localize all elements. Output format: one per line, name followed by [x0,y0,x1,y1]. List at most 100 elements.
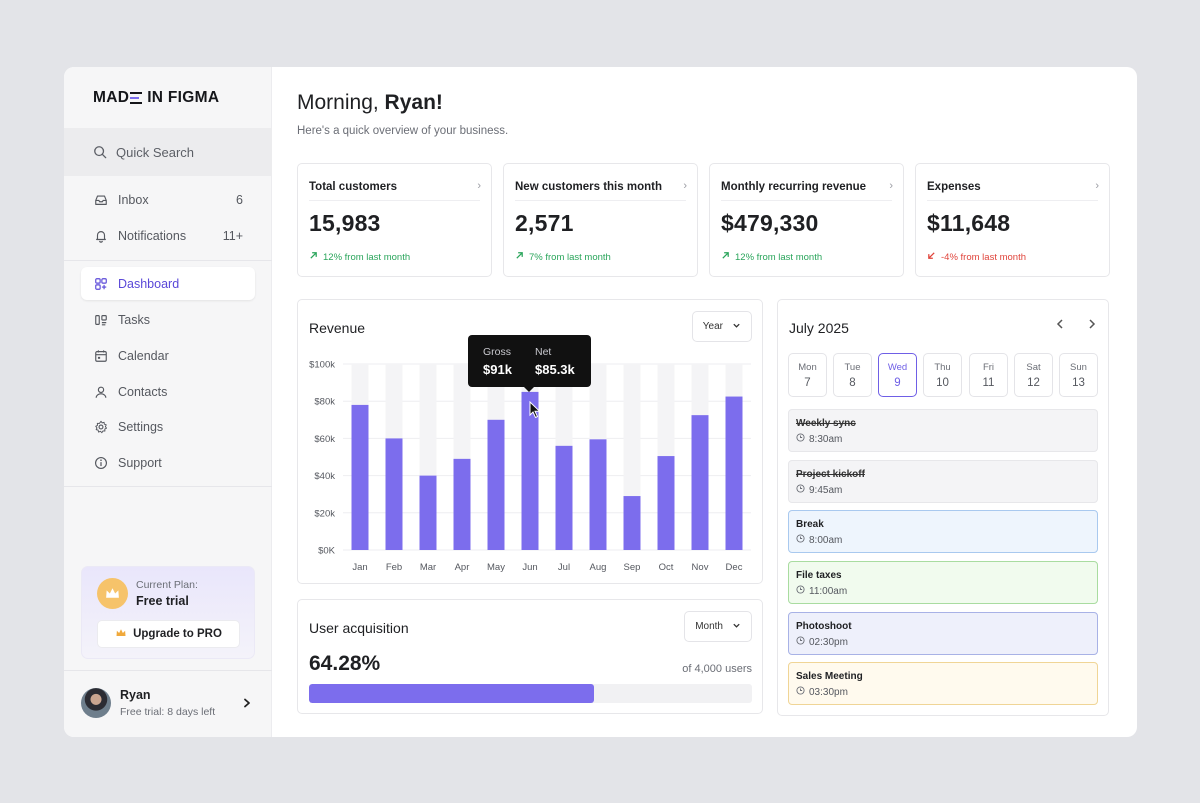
stat-card-expenses[interactable]: Expenses › $11,648 -4% from last month [915,163,1110,277]
notifications-count-badge: 11+ [222,228,243,243]
event-item[interactable]: File taxes 11:00am [788,561,1098,604]
stat-delta-text: 12% from last month [323,251,411,263]
next-week-button[interactable] [1086,317,1098,335]
prev-week-button[interactable] [1054,317,1066,335]
sidebar-item-label: Contacts [118,384,168,399]
day-name: Fri [982,362,995,373]
logo-text-left: MAD [93,89,130,106]
stat-delta-text: 12% from last month [735,251,823,263]
sidebar-item-dashboard[interactable]: Dashboard [81,267,255,300]
sidebar-divider [64,260,272,261]
event-time-text: 02:30pm [809,636,848,648]
event-name: Break [796,519,824,530]
y-tick-label: $80k [314,397,335,408]
day-cell[interactable]: Fri 11 [969,353,1008,397]
revenue-period-value: Year [702,321,723,332]
day-cell[interactable]: Sun 13 [1059,353,1098,397]
stat-value: 2,571 [515,210,574,236]
x-tick-label: Nov [692,562,709,573]
x-tick-label: Mar [420,562,436,573]
arrow-up-right-icon [721,251,730,263]
day-date: 10 [936,377,949,389]
stat-card-total-customers[interactable]: Total customers › 15,983 12% from last m… [297,163,492,277]
page-subtitle: Here's a quick overview of your business… [297,125,509,137]
user-icon [94,385,108,399]
sidebar-item-notifications[interactable]: Notifications 11+ [81,219,255,252]
acquisition-period-select[interactable]: Month [684,611,752,642]
chevron-down-icon [732,321,741,333]
sidebar-item-contacts[interactable]: Contacts [81,375,255,408]
x-tick-label: Aug [590,562,607,573]
stat-title: Monthly recurring revenue [721,181,867,193]
day-cell[interactable]: Tue 8 [833,353,872,397]
bar-sep [623,496,641,550]
calendar-card: July 2025 Mon 7 Tue 8 Wed 9 Thu 10 [777,299,1109,716]
event-time-text: 03:30pm [809,686,848,698]
bar-jun [521,391,539,550]
event-item[interactable]: Sales Meeting 03:30pm [788,662,1098,705]
revenue-card: Revenue Year $0K $20k $40k $60k $80k $100k Jan… [297,299,763,584]
user-acquisition-card: User acquisition Month 64.28% of 4,000 u… [297,599,763,714]
day-date: 12 [1027,377,1040,389]
day-cell[interactable]: Sat 12 [1014,353,1053,397]
upgrade-label: Upgrade to PRO [133,628,222,640]
current-plan-card: Current Plan: Free trial Upgrade to PRO [81,566,255,659]
sidebar-item-support[interactable]: Support [81,446,255,479]
quick-search-button[interactable]: Quick Search [64,128,272,176]
day-name: Wed [887,362,908,373]
event-time: 8:30am [796,433,842,445]
chevron-right-icon [1086,317,1098,334]
bar-mar [419,475,437,550]
stat-delta: 12% from last month [721,251,822,263]
acquisition-title: User acquisition [309,620,409,636]
day-cell[interactable]: Mon 7 [788,353,827,397]
revenue-period-select[interactable]: Year [691,311,752,342]
event-time: 8:00am [796,534,842,546]
bar-apr [453,458,471,550]
chevron-right-icon [242,697,252,711]
sidebar-item-calendar[interactable]: Calendar [81,339,255,372]
event-name: File taxes [796,570,842,581]
revenue-bar-chart: $0K $20k $40k $60k $80k $100k Jan Feb Mar Apr May J… [309,360,751,573]
event-item[interactable]: Weekly sync 8:30am [788,409,1098,452]
crown-icon [97,578,128,609]
sidebar-item-inbox[interactable]: Inbox 6 [81,183,255,216]
app-window: MAD IN FIGMA Quick Search Inbox 6 Notifi… [64,67,1137,737]
mouse-pointer-icon [529,400,541,424]
bar-nov [691,415,709,550]
brand-logo[interactable]: MAD IN FIGMA [93,89,219,107]
x-tick-label: Oct [659,562,674,573]
arrow-down-left-icon [927,251,936,263]
tasks-icon [94,313,108,327]
bar-feb [385,438,403,550]
sidebar-item-tasks[interactable]: Tasks [81,303,255,336]
day-cell[interactable]: Thu 10 [923,353,962,397]
stat-delta: -4% from last month [927,251,1026,263]
x-tick-label: Feb [386,562,402,573]
event-time-text: 9:45am [809,484,843,496]
logo-text-right: IN FIGMA [147,89,220,106]
upgrade-button[interactable]: Upgrade to PRO [97,620,240,648]
day-date: 13 [1072,377,1085,389]
y-tick-label: $0K [318,546,336,557]
stat-divider [721,200,892,201]
bar-dec [725,396,743,550]
day-name: Sun [1070,362,1087,373]
sidebar-item-settings[interactable]: Settings [81,410,255,443]
crown-icon [115,627,127,642]
x-tick-label: Dec [726,562,743,573]
event-item[interactable]: Project kickoff 9:45am [788,460,1098,503]
event-item[interactable]: Photoshoot 02:30pm [788,612,1098,655]
acquisition-percent: 64.28% [309,652,381,675]
day-cell-selected[interactable]: Wed 9 [878,353,917,397]
avatar [81,688,111,718]
user-profile-button[interactable]: Ryan Free trial: 8 days left [81,688,255,720]
greeting-text: Morning, [297,91,379,114]
event-item[interactable]: Break 8:00am [788,510,1098,553]
day-date: 7 [804,377,811,389]
stat-card-mrr[interactable]: Monthly recurring revenue › $479,330 12%… [709,163,904,277]
stat-card-new-customers[interactable]: New customers this month › 2,571 7% from… [503,163,698,277]
y-tick-label: $40k [314,471,335,482]
logo-e-mark-icon [130,92,143,104]
info-icon [94,456,108,470]
